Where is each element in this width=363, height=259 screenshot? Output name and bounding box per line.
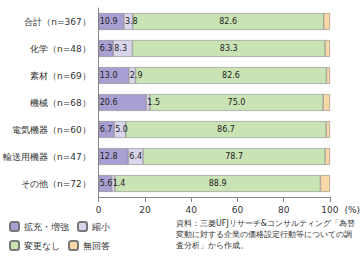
- svg-text:20.6: 20.6: [100, 98, 118, 107]
- svg-text:6.3: 6.3: [100, 44, 113, 53]
- svg-text:86.7: 86.7: [217, 125, 235, 134]
- svg-text:電気機器（n=60）: 電気機器（n=60）: [12, 125, 91, 135]
- svg-text:6.4: 6.4: [129, 152, 142, 161]
- svg-text:2.9: 2.9: [130, 71, 143, 80]
- svg-text:13.0: 13.0: [100, 71, 118, 80]
- svg-text:82.6: 82.6: [219, 17, 237, 26]
- svg-text:1.5: 1.5: [147, 98, 160, 107]
- svg-text:化学（n=48）: 化学（n=48）: [30, 44, 91, 54]
- svg-text:82.6: 82.6: [222, 71, 240, 80]
- svg-text:その他（n=72）: その他（n=72）: [21, 179, 91, 189]
- svg-text:5.0: 5.0: [115, 125, 128, 134]
- svg-text:40: 40: [185, 205, 197, 215]
- svg-text:機械（n=68）: 機械（n=68）: [30, 98, 91, 108]
- svg-text:5.6: 5.6: [100, 179, 113, 188]
- svg-text:83.3: 83.3: [220, 44, 238, 53]
- svg-text:8.3: 8.3: [114, 44, 127, 53]
- svg-text:12.8: 12.8: [100, 152, 118, 161]
- svg-text:資料：三菱UFJリサーチ&コンサルティング「為替: 資料：三菱UFJリサーチ&コンサルティング「為替: [176, 219, 355, 228]
- svg-text:80: 80: [278, 205, 290, 215]
- svg-text:10.9: 10.9: [100, 17, 118, 26]
- svg-text:合計（n=367）: 合計（n=367）: [24, 17, 90, 27]
- svg-text:60: 60: [232, 205, 244, 215]
- svg-text:変動に対する企業の価格設定行動等についての調: 変動に対する企業の価格設定行動等についての調: [176, 230, 352, 239]
- svg-text:6.7: 6.7: [100, 125, 113, 134]
- svg-text:査分析」から作成。: 査分析」から作成。: [176, 241, 248, 250]
- svg-text:縮小: 縮小: [91, 222, 110, 232]
- svg-text:拡充・増強: 拡充・増強: [24, 222, 69, 232]
- svg-text:0: 0: [96, 205, 102, 215]
- svg-text:無回答: 無回答: [83, 241, 110, 251]
- svg-text:78.7: 78.7: [225, 152, 243, 161]
- svg-text:素材（n=69）: 素材（n=69）: [30, 71, 91, 81]
- svg-text:100: 100: [321, 205, 338, 215]
- svg-text:変更なし: 変更なし: [24, 241, 60, 251]
- svg-text:輸送用機器（n=47）: 輸送用機器（n=47）: [3, 152, 91, 162]
- svg-text:75.0: 75.0: [228, 98, 246, 107]
- svg-text:1.4: 1.4: [113, 179, 126, 188]
- svg-text:20: 20: [139, 205, 151, 215]
- svg-text:88.9: 88.9: [209, 179, 227, 188]
- svg-text:3.8: 3.8: [125, 17, 138, 26]
- svg-text:(%): (%): [344, 205, 360, 215]
